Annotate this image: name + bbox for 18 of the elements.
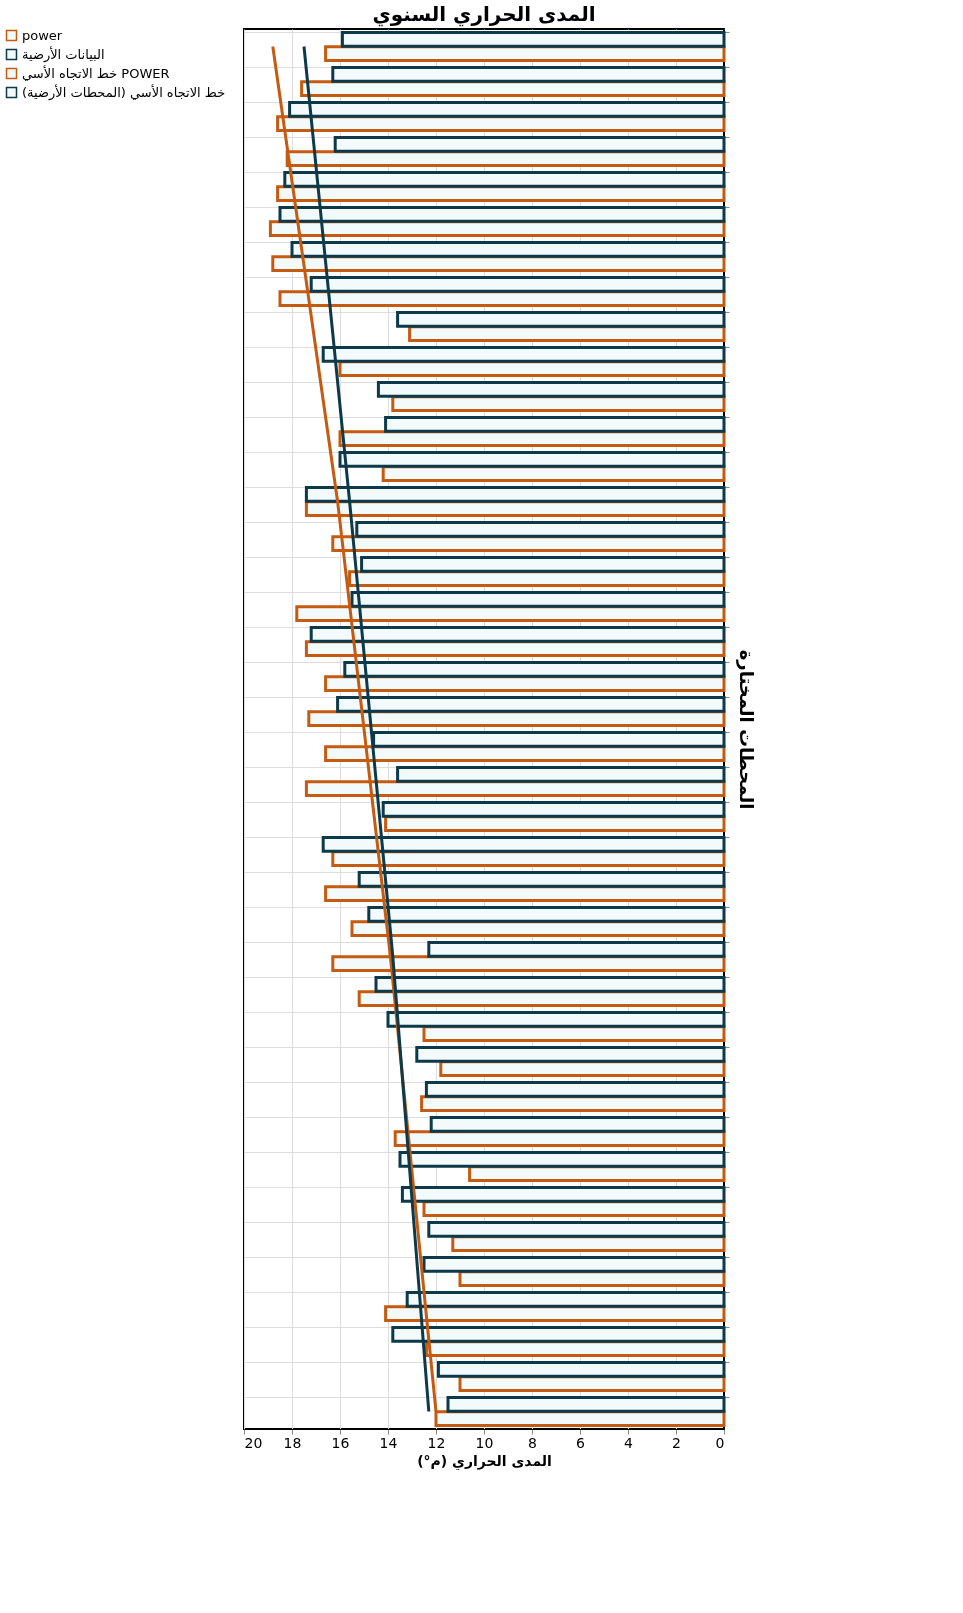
y-axis-title: المحطات المختارة	[735, 649, 757, 810]
legend-label: خط الاتجاه الأسي POWER	[22, 64, 170, 81]
legend-label: خط الاتجاه الأسي (المحطات الأرضية)	[22, 83, 226, 101]
legend-label: power	[22, 27, 63, 43]
x-tick-label: 18	[283, 1434, 302, 1451]
x-tick-label: 4	[624, 1434, 634, 1451]
x-tick-label: 2	[672, 1434, 681, 1451]
chart-title: المدى الحراري السنوي	[372, 2, 596, 27]
x-tick-label: 14	[379, 1434, 398, 1451]
x-tick-label: 20	[244, 1434, 263, 1451]
x-tick-label: 16	[331, 1434, 350, 1451]
x-tick-label: 12	[427, 1434, 446, 1451]
x-tick-label: 0	[715, 1434, 725, 1451]
x-tick-label: 8	[528, 1434, 537, 1451]
x-axis-title: المدى الحراري (م°)	[417, 1452, 552, 1471]
legend-label: البيانات الأرضية	[22, 45, 105, 63]
x-tick-label: 6	[576, 1434, 586, 1451]
x-tick-label: 10	[475, 1434, 494, 1451]
